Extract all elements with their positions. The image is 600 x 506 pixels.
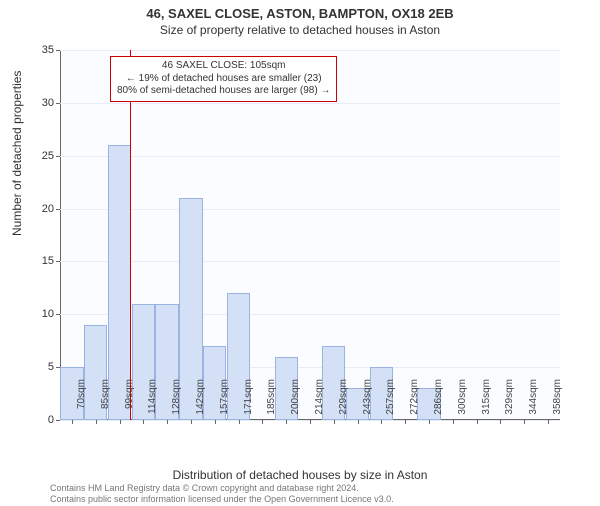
xtick-mark (429, 420, 430, 424)
ytick-mark (56, 261, 60, 262)
marker-line (130, 50, 131, 420)
xtick-mark (500, 420, 501, 424)
xtick-label: 157sqm (219, 379, 230, 424)
gridline (60, 261, 560, 262)
gridline (60, 156, 560, 157)
footer-line-1: Contains HM Land Registry data © Crown c… (50, 483, 394, 493)
ytick-label: 25 (24, 150, 54, 162)
xtick-mark (381, 420, 382, 424)
xtick-label: 344sqm (528, 379, 539, 424)
y-axis-label: Number of detached properties (10, 71, 24, 236)
xtick-label: 114sqm (147, 379, 158, 424)
gridline (60, 209, 560, 210)
ytick-label: 20 (24, 203, 54, 215)
ytick-label: 10 (24, 308, 54, 320)
xtick-label: 185sqm (266, 379, 277, 424)
ytick-mark (56, 314, 60, 315)
xtick-label: 70sqm (76, 379, 87, 424)
xtick-label: 257sqm (385, 379, 396, 424)
gridline (60, 50, 560, 51)
footer-attribution: Contains HM Land Registry data © Crown c… (50, 483, 394, 504)
annotation-line-1: 46 SAXEL CLOSE: 105sqm (117, 60, 330, 73)
ytick-mark (56, 209, 60, 210)
xtick-mark (548, 420, 549, 424)
xtick-label: 329sqm (504, 379, 515, 424)
page-supertitle: 46, SAXEL CLOSE, ASTON, BAMPTON, OX18 2E… (0, 6, 600, 21)
footer-line-2: Contains public sector information licen… (50, 494, 394, 504)
xtick-label: 229sqm (338, 379, 349, 424)
ytick-label: 15 (24, 255, 54, 267)
xtick-mark (72, 420, 73, 424)
xtick-label: 300sqm (457, 379, 468, 424)
ytick-label: 30 (24, 97, 54, 109)
xtick-mark (262, 420, 263, 424)
xtick-mark (358, 420, 359, 424)
xtick-label: 243sqm (362, 379, 373, 424)
xtick-label: 200sqm (290, 379, 301, 424)
xtick-mark (167, 420, 168, 424)
xtick-mark (334, 420, 335, 424)
ytick-label: 5 (24, 361, 54, 373)
page-title: Size of property relative to detached ho… (0, 23, 600, 37)
xtick-label: 272sqm (409, 379, 420, 424)
xtick-mark (477, 420, 478, 424)
ytick-label: 0 (24, 414, 54, 426)
ytick-mark (56, 50, 60, 51)
xtick-label: 99sqm (124, 379, 135, 424)
xtick-label: 85sqm (100, 379, 111, 424)
x-axis-label: Distribution of detached houses by size … (0, 468, 600, 482)
xtick-mark (286, 420, 287, 424)
gridline (60, 103, 560, 104)
xtick-mark (453, 420, 454, 424)
xtick-label: 358sqm (552, 379, 563, 424)
xtick-label: 171sqm (243, 379, 254, 424)
ytick-mark (56, 420, 60, 421)
annotation-line-2: ← 19% of detached houses are smaller (23… (117, 73, 330, 86)
xtick-mark (524, 420, 525, 424)
xtick-mark (143, 420, 144, 424)
xtick-label: 142sqm (195, 379, 206, 424)
xtick-mark (310, 420, 311, 424)
xtick-label: 128sqm (171, 379, 182, 424)
annotation-line-3: 80% of semi-detached houses are larger (… (117, 85, 330, 98)
xtick-label: 286sqm (433, 379, 444, 424)
ytick-mark (56, 103, 60, 104)
ytick-mark (56, 156, 60, 157)
xtick-mark (405, 420, 406, 424)
ytick-label: 35 (24, 44, 54, 56)
histogram-plot: 70sqm85sqm99sqm114sqm128sqm142sqm157sqm1… (60, 50, 560, 420)
xtick-mark (191, 420, 192, 424)
xtick-label: 315sqm (481, 379, 492, 424)
xtick-mark (120, 420, 121, 424)
xtick-mark (215, 420, 216, 424)
xtick-mark (96, 420, 97, 424)
xtick-label: 214sqm (314, 379, 325, 424)
xtick-mark (239, 420, 240, 424)
annotation-box: 46 SAXEL CLOSE: 105sqm ← 19% of detached… (110, 56, 337, 102)
